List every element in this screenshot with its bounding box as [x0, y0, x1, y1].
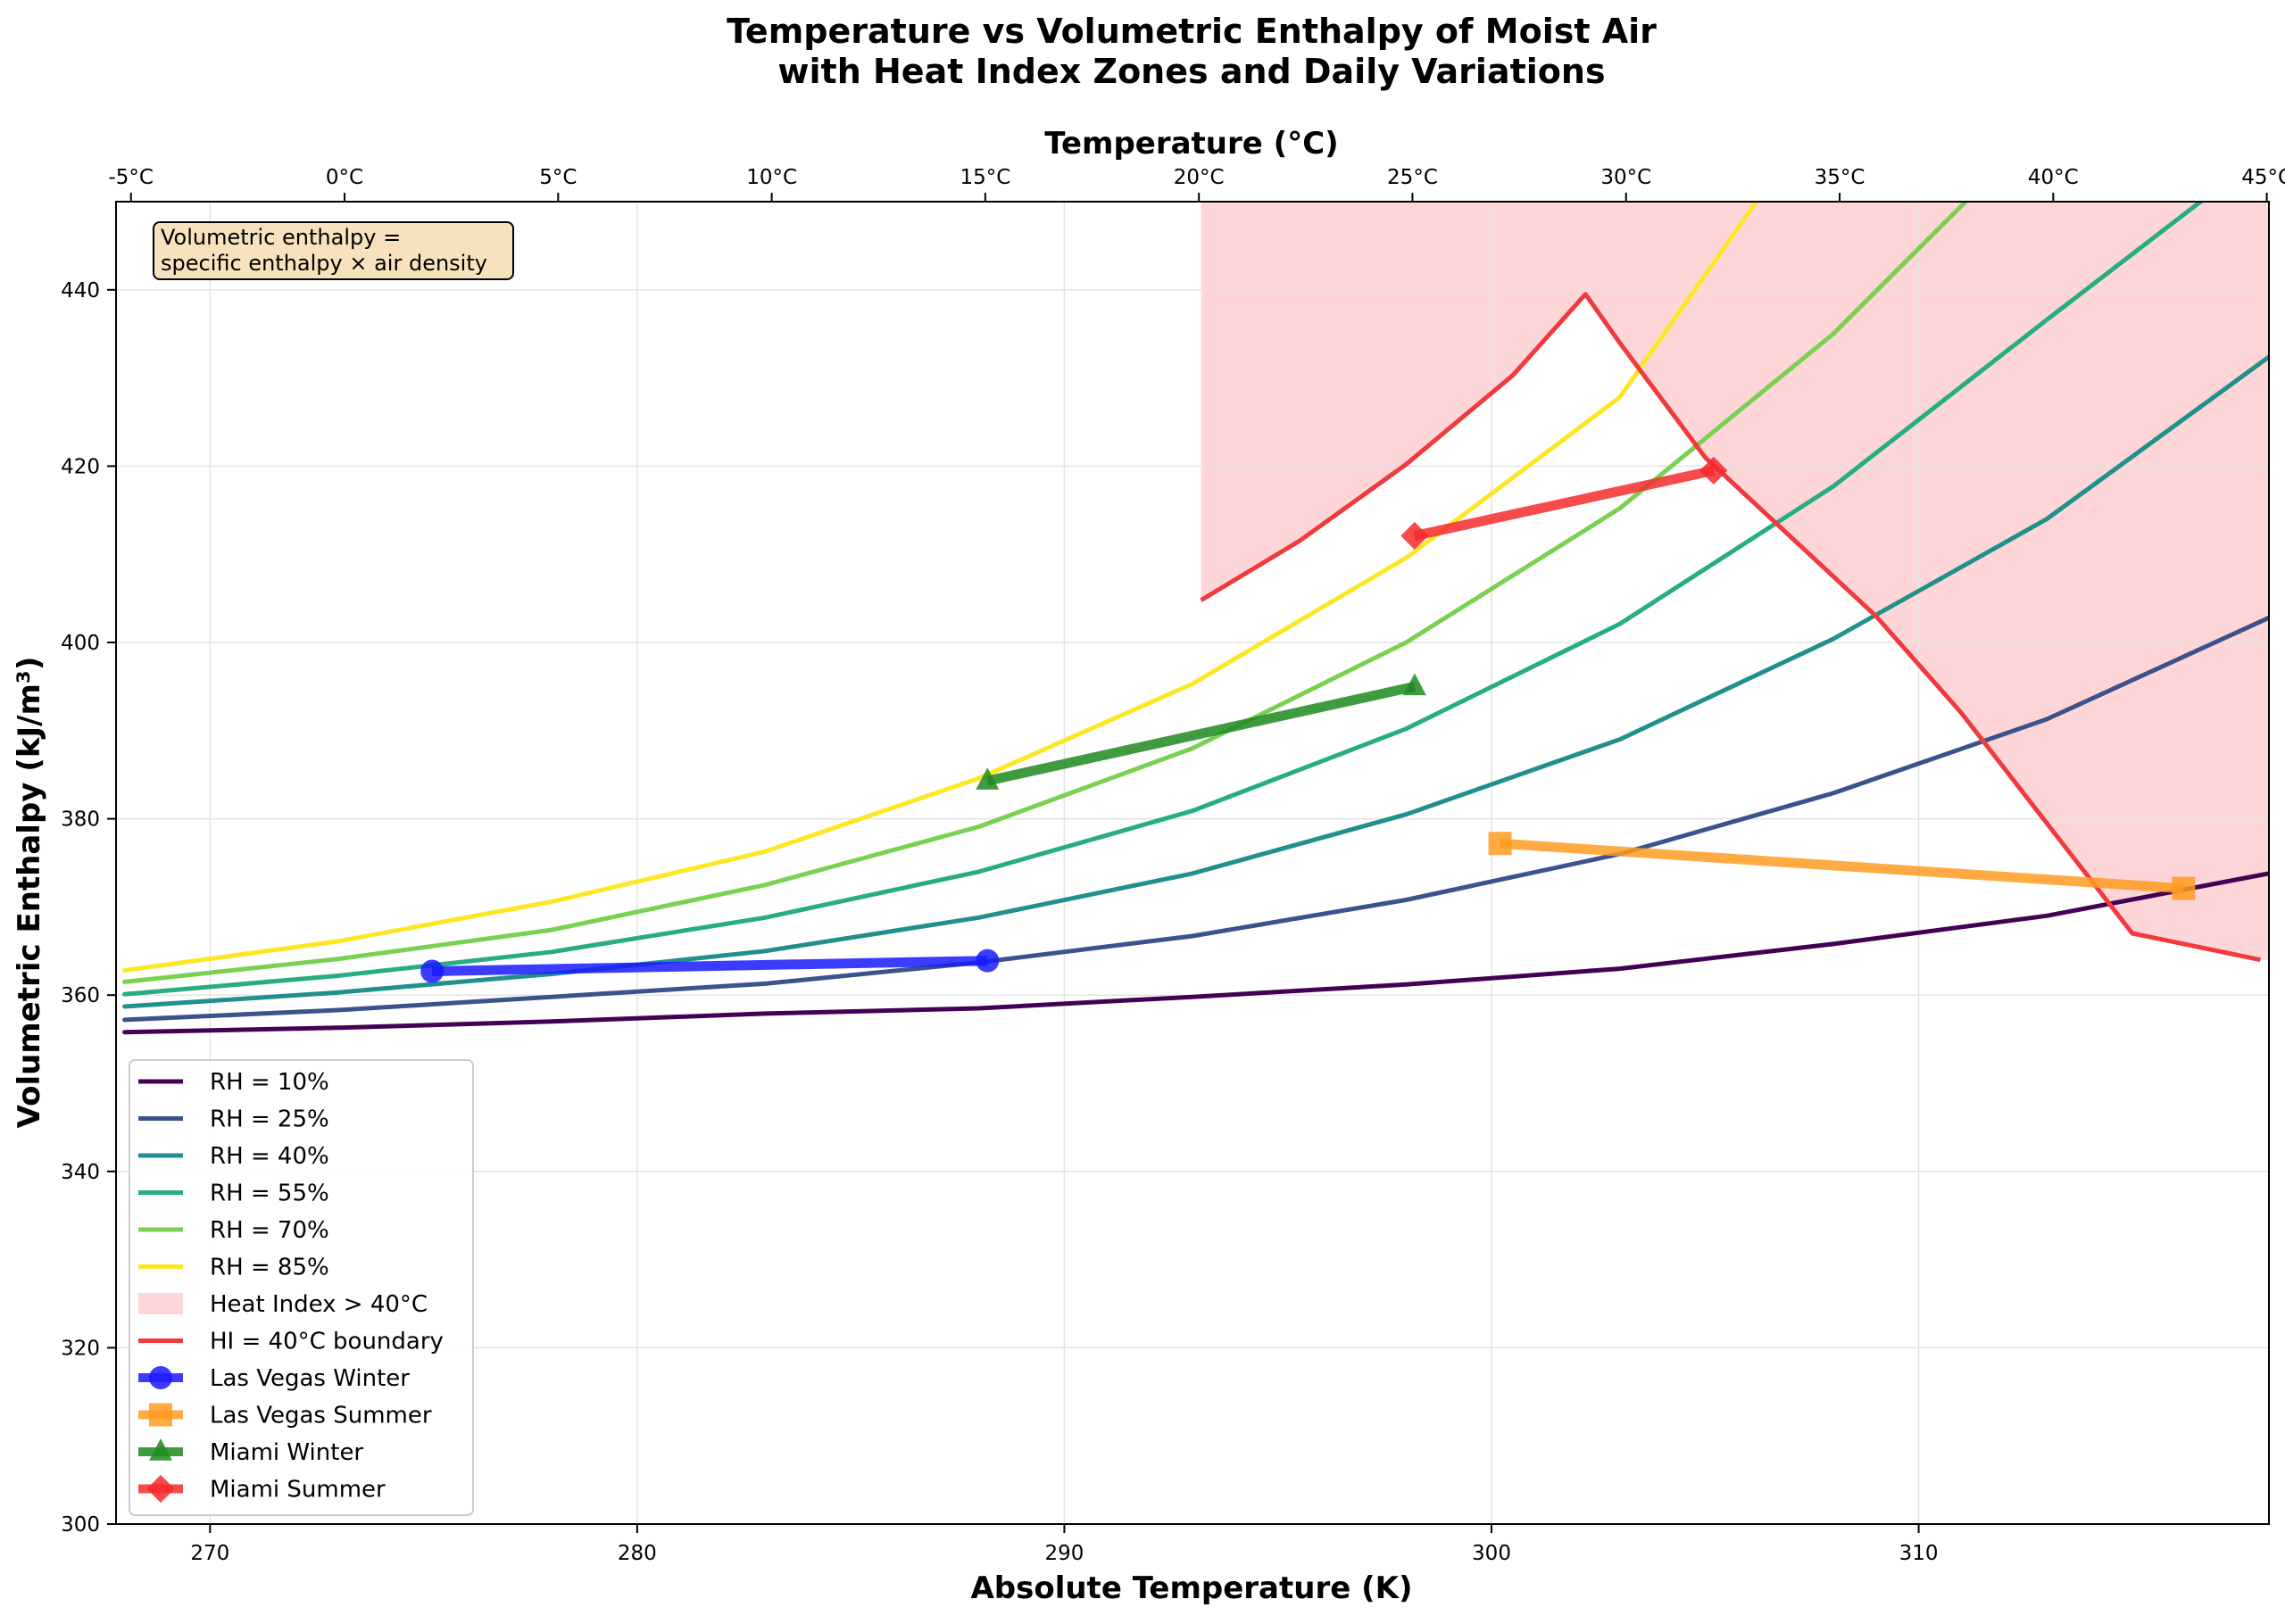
miami-summer-point — [1699, 456, 1728, 485]
miami-winter-point — [976, 767, 1000, 790]
x-tick-label: 290 — [1044, 1542, 1084, 1565]
plot-frame — [115, 201, 2270, 1525]
top-tick-label: 20°C — [1174, 166, 1225, 189]
legend-background — [129, 1059, 474, 1516]
rh-curve-5 — [122, 202, 1968, 984]
legend-item-rh-70: RH = 70% — [138, 1217, 329, 1244]
legend-item-rh-40: RH = 40% — [138, 1143, 329, 1170]
legend-item-las-vegas-summer: Las Vegas Summer — [138, 1403, 432, 1429]
las-vegas-summer-line — [1500, 838, 2184, 894]
legend-label: RH = 70% — [210, 1217, 329, 1244]
legend-label: Heat Index > 40°C — [210, 1291, 428, 1318]
legend-label: RH = 40% — [210, 1143, 329, 1170]
rh-curve-2 — [122, 615, 2269, 1023]
top-tick-label: -5°C — [109, 166, 154, 189]
miami-summer-line — [1413, 465, 1716, 541]
top-tick-label: 35°C — [1815, 166, 1865, 189]
legend-swatch-patch — [138, 1293, 183, 1314]
legend-item-las-vegas-winter: Las Vegas Winter — [138, 1365, 410, 1392]
legend-label: Miami Winter — [210, 1439, 363, 1466]
top-tick-label: 45°C — [2241, 166, 2285, 189]
top-tick-label: 0°C — [326, 166, 363, 189]
legend-item-hi-40-c-boundary: HI = 40°C boundary — [138, 1329, 444, 1355]
las-vegas-winter-line — [431, 956, 988, 976]
legend: RH = 10% RH = 25% RH = 40% RH = 55% RH = 70%… — [129, 1059, 474, 1516]
annotation-line-1: Volumetric enthalpy = — [161, 225, 401, 250]
legend-swatch-marker — [146, 1474, 175, 1504]
chart-title-line-2: with Heat Index Zones and Daily Variatio… — [777, 52, 1605, 91]
y-axis-label: Volumetric Enthalpy (kJ/m³) — [12, 657, 47, 1129]
legend-item-rh-55: RH = 55% — [138, 1181, 329, 1207]
chart-title-line-1: Temperature vs Volumetric Enthalpy of Mo… — [727, 12, 1657, 51]
legend-swatch-marker — [149, 1438, 172, 1461]
miami-winter-line — [986, 682, 1417, 786]
las-vegas-summer-point — [1488, 832, 1512, 856]
top-axis-label: Temperature (°C) — [1044, 126, 1338, 162]
legend-item-miami-winter: Miami Winter — [138, 1438, 363, 1466]
legend-item-miami-summer: Miami Summer — [138, 1474, 386, 1504]
x-tick-label: 280 — [618, 1542, 657, 1565]
miami-summer-point — [1400, 521, 1429, 551]
legend-swatch-marker — [149, 1366, 172, 1389]
legend-label: RH = 25% — [210, 1106, 329, 1133]
y-tick-label: 300 — [61, 1513, 100, 1537]
top-tick-label: 30°C — [1600, 166, 1651, 189]
annotation-box: Volumetric enthalpy =specific enthalpy ×… — [153, 221, 514, 280]
y-tick-label: 340 — [61, 1161, 100, 1184]
top-tick-label: 40°C — [2028, 166, 2079, 189]
x-tick-label: 300 — [1472, 1542, 1511, 1565]
las-vegas-summer-point — [2172, 876, 2196, 900]
rh-curve-6 — [122, 202, 1759, 973]
legend-label: HI = 40°C boundary — [210, 1329, 444, 1355]
top-tick-label: 15°C — [960, 166, 1010, 189]
las-vegas-winter-point — [420, 959, 445, 983]
legend-item-rh-25: RH = 25% — [138, 1106, 329, 1133]
rh-curve-1 — [122, 871, 2269, 1035]
x-tick-label: 270 — [190, 1542, 229, 1565]
legend-item-rh-10: RH = 10% — [138, 1069, 329, 1096]
legend-item-heat-index-40-c: Heat Index > 40°C — [138, 1291, 428, 1318]
annotation-background — [153, 221, 514, 280]
top-tick-label: 5°C — [539, 166, 577, 189]
heat-index-zone — [1201, 202, 2269, 960]
legend-label: Miami Summer — [210, 1477, 386, 1504]
hi-boundary-line — [1200, 292, 2261, 963]
annotation-line-2: specific enthalpy × air density — [161, 251, 487, 276]
y-tick-label: 360 — [61, 984, 100, 1007]
top-tick-label: 25°C — [1387, 166, 1438, 189]
y-tick-label: 380 — [61, 808, 100, 832]
legend-label: Las Vegas Winter — [210, 1365, 410, 1392]
las-vegas-winter-point — [976, 949, 1000, 973]
y-tick-label: 420 — [61, 455, 100, 478]
legend-swatch-marker — [149, 1403, 172, 1427]
rh-curve-3 — [122, 354, 2269, 1009]
plot-area: 270 280 290 300 310 300 320 340 360 380 400 420 440 -… — [61, 166, 2285, 1565]
legend-label: RH = 10% — [210, 1069, 329, 1096]
y-tick-label: 400 — [61, 632, 100, 655]
top-tick-label: 10°C — [746, 166, 797, 189]
x-tick-label: 310 — [1899, 1542, 1939, 1565]
miami-winter-point — [1402, 673, 1426, 696]
plot-clipped — [116, 202, 2269, 1524]
x-axis-label: Absolute Temperature (K) — [970, 1570, 1412, 1606]
legend-label: RH = 85% — [210, 1255, 329, 1281]
legend-label: RH = 55% — [210, 1181, 329, 1207]
legend-label: Las Vegas Summer — [210, 1403, 432, 1429]
y-tick-label: 320 — [61, 1337, 100, 1360]
rh-curve-4 — [122, 202, 2203, 997]
y-tick-label: 440 — [61, 279, 100, 302]
legend-item-rh-85: RH = 85% — [138, 1255, 329, 1281]
